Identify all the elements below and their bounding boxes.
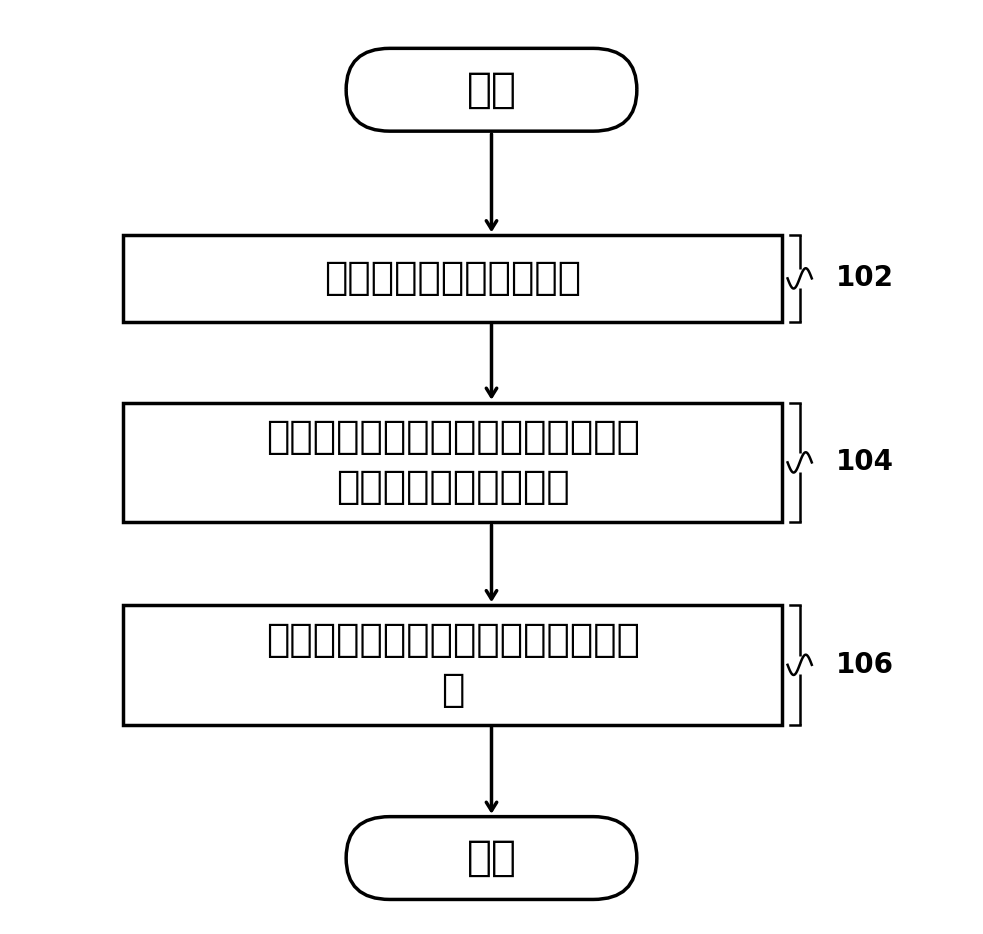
Text: 对粗肧外壳进行多次抛光与多次表面
镀层，得到半成品外壳: 对粗肧外壳进行多次抛光与多次表面 镀层，得到半成品外壳 [265, 418, 640, 506]
FancyBboxPatch shape [346, 816, 637, 899]
FancyBboxPatch shape [123, 605, 782, 725]
FancyBboxPatch shape [346, 49, 637, 131]
Text: 102: 102 [836, 264, 894, 292]
Text: 104: 104 [836, 448, 894, 476]
Text: 对半成品外壳进行镀膜，得到成品外
壳: 对半成品外壳进行镀膜，得到成品外 壳 [265, 621, 640, 709]
FancyBboxPatch shape [123, 234, 782, 322]
Text: 对原料粗加工，得到粗肧: 对原料粗加工，得到粗肧 [324, 260, 581, 297]
FancyBboxPatch shape [123, 403, 782, 522]
Text: 结束: 结束 [467, 837, 516, 879]
Text: 106: 106 [836, 651, 894, 679]
Text: 开始: 开始 [467, 69, 516, 111]
